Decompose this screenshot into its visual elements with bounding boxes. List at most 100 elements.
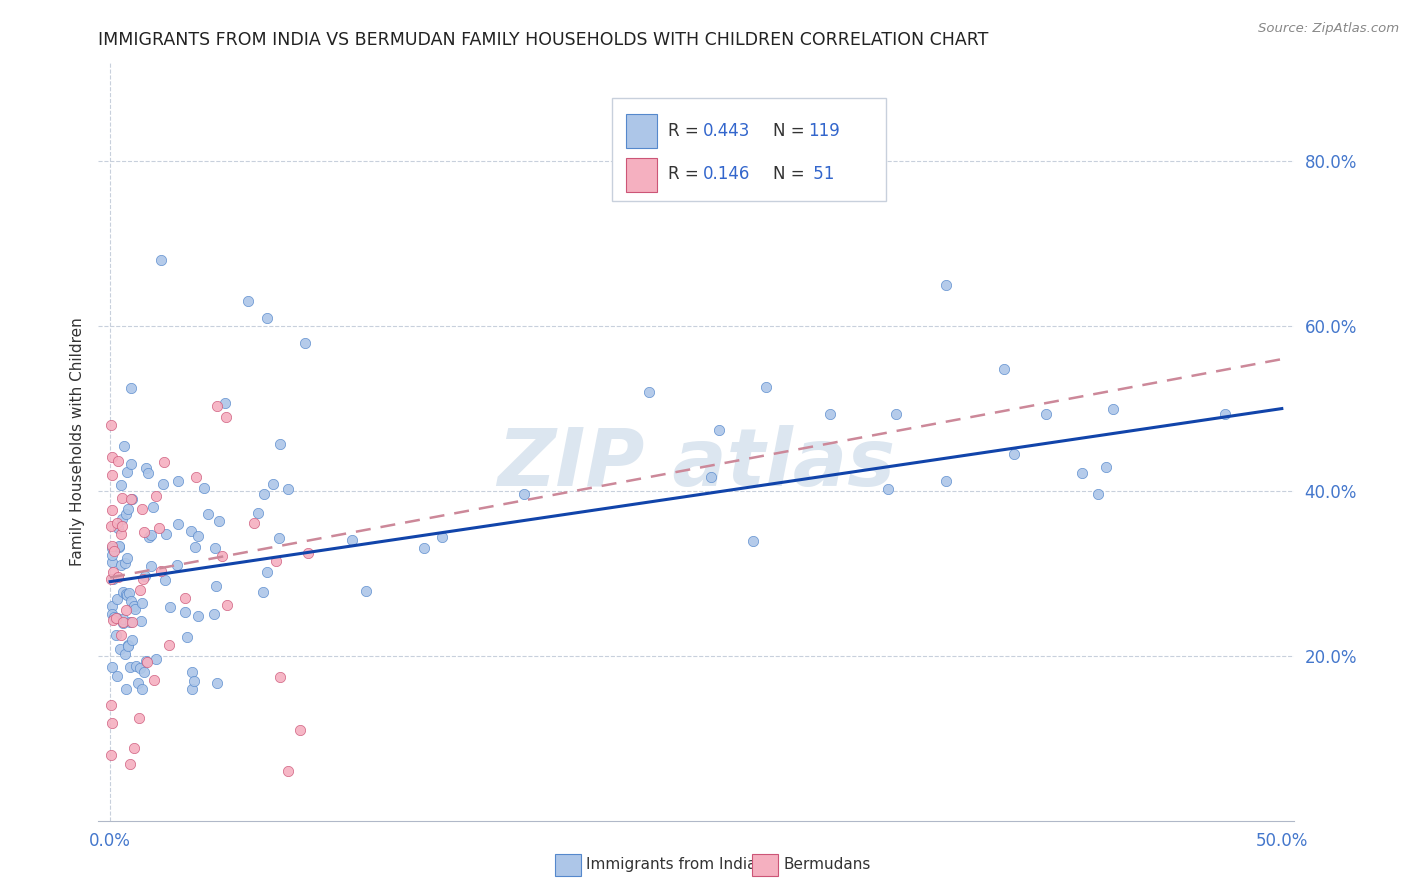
Point — [105, 592, 128, 607]
Point — [152, 476, 174, 491]
Point — [267, 531, 290, 545]
Point — [101, 565, 124, 579]
Point — [110, 558, 132, 572]
Point — [262, 477, 284, 491]
Point — [252, 584, 274, 599]
Point — [118, 615, 141, 629]
Point — [1087, 487, 1109, 501]
Point — [820, 407, 842, 421]
Point — [236, 294, 259, 309]
Point — [111, 512, 134, 526]
Point — [100, 572, 122, 586]
Point — [117, 502, 139, 516]
Point — [342, 533, 364, 547]
Point — [155, 527, 177, 541]
Text: R =: R = — [668, 165, 704, 183]
Point — [183, 541, 205, 555]
Point — [103, 544, 125, 558]
Point — [101, 715, 124, 730]
Point — [1035, 407, 1057, 421]
Point — [253, 487, 276, 501]
Point — [186, 470, 208, 484]
Y-axis label: Family Households with Children: Family Households with Children — [69, 318, 84, 566]
Point — [256, 310, 278, 325]
Point — [173, 591, 195, 606]
Point — [150, 253, 173, 268]
Point — [117, 551, 139, 566]
Point — [193, 481, 215, 495]
Point — [134, 569, 156, 583]
Point — [100, 747, 122, 762]
Point — [114, 647, 136, 661]
Point — [110, 478, 132, 492]
Point — [935, 474, 957, 488]
Text: Immigrants from India: Immigrants from India — [586, 857, 756, 871]
Point — [115, 681, 138, 696]
Point — [135, 655, 157, 669]
Point — [107, 454, 129, 468]
Point — [1095, 460, 1118, 475]
Point — [117, 639, 139, 653]
Point — [148, 521, 170, 535]
Point — [108, 540, 131, 554]
Point — [138, 530, 160, 544]
Point — [135, 461, 157, 475]
Point — [166, 558, 188, 572]
Point — [100, 698, 122, 713]
Point — [197, 507, 219, 521]
Point — [205, 399, 228, 413]
Point — [101, 541, 124, 555]
Point — [101, 607, 124, 621]
Point — [100, 503, 122, 517]
Point — [118, 659, 141, 673]
Point — [101, 659, 124, 673]
Point — [354, 583, 377, 598]
Point — [115, 465, 138, 479]
Point — [217, 599, 239, 613]
Point — [111, 491, 134, 505]
Point — [117, 638, 139, 652]
Point — [742, 533, 765, 548]
Point — [132, 665, 155, 680]
Point — [176, 630, 198, 644]
Point — [143, 673, 166, 687]
Point — [101, 555, 124, 569]
Point — [157, 638, 180, 652]
Point — [153, 455, 176, 469]
Point — [114, 587, 136, 601]
Point — [214, 395, 236, 409]
Point — [100, 467, 122, 482]
Point — [115, 589, 138, 603]
Point — [207, 675, 229, 690]
Point — [128, 711, 150, 725]
Point — [110, 527, 132, 541]
Point — [101, 613, 124, 627]
Point — [877, 483, 900, 497]
Point — [118, 756, 141, 771]
Point — [101, 539, 124, 553]
Point — [131, 501, 153, 516]
Point — [111, 615, 134, 629]
Point — [120, 492, 142, 507]
Point — [288, 723, 311, 737]
Point — [104, 628, 127, 642]
Point — [108, 539, 131, 553]
Point — [121, 491, 143, 506]
Point — [155, 573, 177, 587]
Point — [121, 632, 143, 647]
Point — [277, 482, 299, 496]
Point — [1213, 408, 1236, 422]
Point — [180, 524, 202, 538]
Point — [208, 514, 231, 528]
Point — [101, 450, 124, 464]
Text: R =: R = — [668, 122, 704, 140]
Point — [120, 381, 142, 395]
Point — [935, 277, 957, 292]
Point — [211, 549, 233, 563]
Point — [145, 489, 167, 503]
Point — [108, 641, 131, 656]
Point — [129, 615, 152, 629]
Point — [174, 605, 197, 619]
Point — [107, 570, 129, 584]
Point — [122, 599, 145, 613]
